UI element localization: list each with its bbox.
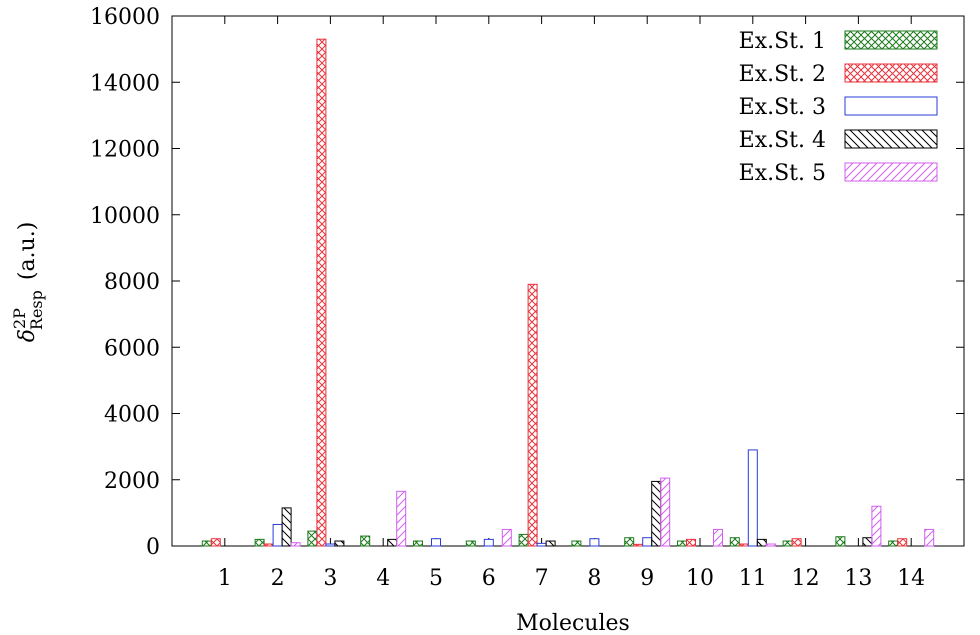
- bar-series-5-molecule-14: [924, 528, 935, 547]
- y-tick-label: 6000: [104, 336, 160, 361]
- x-tick-label: 7: [535, 566, 549, 591]
- y-tick-label: 8000: [104, 270, 160, 295]
- x-tick-label: 12: [792, 566, 820, 591]
- x-axis-ticks: 1 2 3 4 5 6 7 8 9 10 11 12 13 14: [218, 16, 925, 591]
- x-tick-label: 11: [739, 566, 767, 591]
- x-axis-title: Molecules: [516, 611, 630, 635]
- bar-series-2-molecule-2: [263, 543, 274, 547]
- y-axis-title-sub: Resp: [27, 290, 46, 330]
- bar-series-1-molecule-5: [413, 540, 423, 547]
- x-tick-label: 10: [686, 566, 714, 591]
- bar-series-1-molecule-12: [782, 540, 793, 547]
- bar-series-2-molecule-12: [791, 538, 802, 547]
- bar-series-1-molecule-3: [307, 530, 318, 547]
- bar-series-3-molecule-11: [747, 449, 758, 547]
- legend-label: Ex.St. 1: [739, 29, 826, 54]
- x-tick-label: 1: [218, 566, 232, 591]
- bar-series-4-molecule-3: [334, 540, 345, 547]
- bar-series-1-molecule-6: [465, 540, 476, 547]
- bar-series-3-molecule-5: [431, 538, 441, 547]
- y-tick-label: 12000: [90, 138, 160, 163]
- bar-series-4-molecule-2: [281, 507, 292, 547]
- x-tick-label: 9: [640, 566, 654, 591]
- bar-series-3-molecule-3: [325, 543, 336, 547]
- bar-series-2-molecule-10: [686, 538, 696, 547]
- y-axis-ticks: 0 2000 4000 6000 8000 10000 12000 14000 16000: [90, 5, 964, 560]
- y-tick-label: 4000: [104, 403, 160, 428]
- legend-swatch: [844, 63, 938, 83]
- bars: [201, 38, 935, 547]
- bar-series-3-molecule-8: [589, 538, 600, 547]
- bar-series-5-molecule-9: [660, 477, 671, 547]
- x-tick-label: 13: [844, 566, 872, 591]
- bar-series-1-molecule-11: [729, 537, 740, 547]
- bar-series-2-molecule-9: [633, 543, 644, 547]
- bar-series-1-molecule-10: [677, 540, 687, 547]
- bar-series-4-molecule-9: [651, 480, 662, 547]
- legend-swatch: [844, 96, 938, 116]
- bar-series-5-molecule-11: [765, 543, 776, 547]
- bar-series-1-molecule-8: [571, 540, 582, 547]
- bar-series-4-molecule-13: [862, 537, 873, 547]
- y-tick-label: 14000: [90, 71, 160, 96]
- x-tick-label: 5: [429, 566, 443, 591]
- svg-text:δ2PResp(a.u.): δ2PResp (a.u.): [10, 222, 46, 343]
- legend-swatch: [844, 129, 938, 149]
- bar-series-3-molecule-9: [642, 537, 653, 547]
- y-axis-title-sup: 2P: [10, 308, 29, 329]
- bar-series-1-molecule-1: [201, 540, 212, 547]
- legend-label: Ex.St. 3: [739, 95, 826, 120]
- legend: Ex.St. 1 Ex.St. 2 Ex.St. 3 Ex.St. 4 Ex.St. 5: [739, 29, 938, 186]
- x-tick-label: 6: [482, 566, 496, 591]
- x-tick-label: 14: [897, 566, 925, 591]
- y-tick-label: 16000: [90, 5, 160, 30]
- plot-frame: [171, 15, 965, 547]
- x-tick-label: 8: [587, 566, 601, 591]
- legend-label: Ex.St. 5: [739, 161, 826, 186]
- bar-series-2-molecule-11: [738, 543, 749, 547]
- bar-series-4-molecule-7: [545, 540, 556, 547]
- bar-series-1-molecule-14: [888, 540, 899, 547]
- bar-series-5-molecule-13: [871, 505, 882, 547]
- legend-swatch: [844, 162, 938, 182]
- bar-series-1-molecule-13: [835, 536, 846, 547]
- x-tick-label: 3: [323, 566, 337, 591]
- bar-series-2-molecule-1: [210, 538, 221, 547]
- y-tick-label: 10000: [90, 204, 160, 229]
- y-tick-label: 0: [146, 535, 160, 560]
- x-tick-label: 2: [271, 566, 285, 591]
- bar-series-4-molecule-11: [756, 538, 767, 547]
- x-tick-label: 4: [376, 566, 390, 591]
- y-axis-title-symbol: δ: [15, 329, 40, 342]
- bar-series-2-molecule-14: [897, 538, 908, 547]
- bar-series-5-molecule-6: [501, 528, 512, 547]
- bar-series-1-molecule-4: [360, 535, 371, 547]
- bar-series-5-molecule-4: [396, 490, 407, 547]
- bar-series-5-molecule-2: [290, 542, 301, 547]
- bar-series-5-molecule-10: [713, 528, 723, 547]
- bar-series-3-molecule-7: [536, 542, 547, 547]
- bar-series-3-molecule-6: [483, 538, 494, 547]
- y-axis-title-unit: (a.u.): [15, 222, 40, 280]
- bar-series-1-molecule-2: [254, 538, 265, 547]
- legend-label: Ex.St. 2: [739, 62, 826, 87]
- bar-series-2-molecule-7: [527, 283, 538, 547]
- y-tick-label: 2000: [104, 469, 160, 494]
- y-axis-title: δ2PResp (a.u.): [10, 222, 46, 343]
- bar-series-1-molecule-9: [624, 537, 635, 547]
- legend-swatch: [844, 30, 938, 50]
- bar-series-2-molecule-3: [316, 38, 327, 547]
- bar-series-3-molecule-2: [272, 523, 283, 547]
- legend-label: Ex.St. 4: [739, 128, 826, 153]
- bar-series-4-molecule-4: [387, 538, 398, 547]
- bar-series-1-molecule-7: [518, 533, 529, 547]
